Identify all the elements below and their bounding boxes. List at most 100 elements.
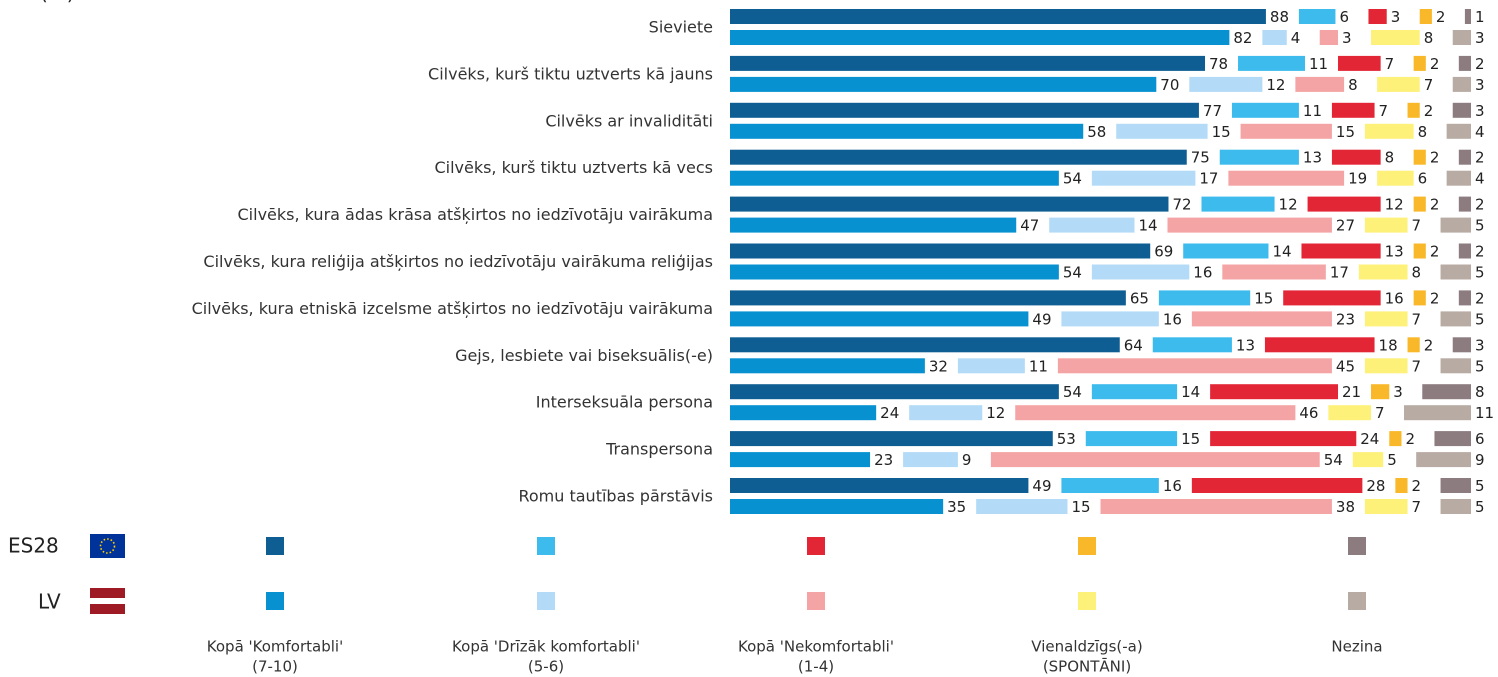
bar-segment: [1167, 217, 1332, 233]
value-label: 2: [1475, 289, 1485, 307]
bar-segment: [1222, 264, 1326, 280]
bar-segment: [1413, 55, 1426, 71]
bar-segment: [1152, 337, 1232, 353]
bar-segment: [1061, 311, 1159, 327]
bar-segment: [730, 217, 1017, 233]
category-label: Cilvēks, kura ādas krāsa atšķirtos no ie…: [238, 205, 714, 224]
bar-segment: [1049, 217, 1135, 233]
bar-segment: [1210, 384, 1339, 400]
legend-swatch: [266, 537, 284, 555]
lv-flag: [90, 588, 125, 614]
value-label: 11: [1029, 357, 1048, 375]
value-label: 7: [1412, 310, 1422, 328]
bar-segment: [1440, 358, 1471, 374]
bar-segment: [730, 55, 1206, 71]
bar-segment: [1319, 30, 1339, 45]
bar-segment: [1407, 102, 1420, 118]
bar-segment: [1352, 452, 1384, 468]
bar-segment: [1419, 9, 1432, 24]
value-label: 8: [1385, 149, 1395, 167]
value-label: 7: [1379, 102, 1389, 120]
bar-segment: [1440, 264, 1471, 280]
legend-label: Vienaldzīgs(-a): [1031, 638, 1142, 656]
value-label: 13: [1303, 149, 1322, 167]
value-label: 6: [1418, 170, 1428, 188]
bar-segment: [1364, 358, 1408, 374]
bar-segment: [1422, 384, 1471, 400]
bar-segment: [730, 196, 1169, 212]
value-label: 7: [1412, 498, 1422, 516]
bar-segment: [1331, 149, 1381, 165]
category-label: Gejs, lesbiete vai biseksuālis(-e): [455, 346, 713, 365]
value-label: 2: [1430, 196, 1440, 214]
value-label: 15: [1181, 430, 1200, 448]
bar-segment: [1458, 55, 1471, 71]
value-label: 5: [1475, 217, 1485, 235]
value-label: 8: [1424, 29, 1434, 47]
value-label: 54: [1063, 170, 1082, 188]
bar-segment: [976, 499, 1068, 514]
legend-label: (SPONTĀNI): [1043, 658, 1131, 676]
bar-segment: [1091, 264, 1190, 280]
bar-segment: [1413, 149, 1426, 165]
value-label: 16: [1385, 289, 1404, 307]
value-label: 15: [1254, 289, 1273, 307]
bar-segment: [1377, 170, 1414, 186]
value-label: 54: [1324, 451, 1343, 469]
legend-swatch: [1348, 537, 1366, 555]
value-label: 18: [1379, 336, 1398, 354]
value-label: 69: [1154, 243, 1173, 261]
value-label: 58: [1087, 123, 1106, 141]
value-label: 5: [1475, 498, 1485, 516]
bar-segment: [730, 452, 871, 468]
value-label: 17: [1330, 264, 1349, 282]
legend-label: Kopā 'Komfortabli': [207, 638, 343, 656]
bar-segment: [1452, 30, 1471, 45]
bar-segment: [1228, 170, 1345, 186]
bar-segment: [1395, 478, 1408, 493]
bar-segment: [1452, 337, 1471, 353]
bar-segment: [1434, 431, 1471, 447]
value-label: 77: [1203, 102, 1222, 120]
eu-flag: [90, 534, 125, 558]
bar-segment: [1262, 30, 1287, 45]
unit-label: (%): [40, 0, 75, 5]
bar-segment: [1440, 478, 1471, 493]
bar-segment: [1331, 102, 1375, 118]
value-label: 16: [1193, 264, 1212, 282]
value-label: 3: [1393, 383, 1403, 401]
bar-segment: [1264, 337, 1375, 353]
value-label: 70: [1160, 76, 1179, 94]
category-label: Romu tautības pārstāvis: [518, 487, 713, 506]
bar-segment: [730, 478, 1029, 493]
value-label: 27: [1336, 217, 1355, 235]
value-label: 3: [1475, 29, 1485, 47]
bar-segment: [1238, 55, 1306, 71]
value-label: 15: [1072, 498, 1091, 516]
bar-segment: [730, 9, 1266, 24]
value-label: 3: [1475, 76, 1485, 94]
bar-segment: [1364, 123, 1414, 139]
value-label: 5: [1475, 264, 1485, 282]
value-label: 65: [1130, 289, 1149, 307]
category-label: Cilvēks, kura reliģija atšķirtos no iedz…: [203, 252, 713, 271]
value-label: 12: [1266, 76, 1285, 94]
value-label: 11: [1309, 55, 1328, 73]
value-label: 14: [1138, 217, 1157, 235]
value-label: 2: [1475, 149, 1485, 167]
bar-segment: [1413, 290, 1426, 306]
value-label: 6: [1339, 8, 1349, 26]
value-label: 5: [1475, 477, 1485, 495]
value-label: 47: [1020, 217, 1039, 235]
value-label: 7: [1412, 217, 1422, 235]
bar-segment: [730, 149, 1187, 165]
value-label: 4: [1475, 123, 1485, 141]
value-label: 5: [1387, 451, 1397, 469]
bar-segment: [1458, 149, 1471, 165]
value-label: 2: [1424, 336, 1434, 354]
bar-segment: [730, 337, 1120, 353]
bar-segment: [1219, 149, 1299, 165]
bar-segment: [903, 452, 958, 468]
value-label: 1: [1475, 8, 1485, 26]
value-label: 7: [1412, 357, 1422, 375]
